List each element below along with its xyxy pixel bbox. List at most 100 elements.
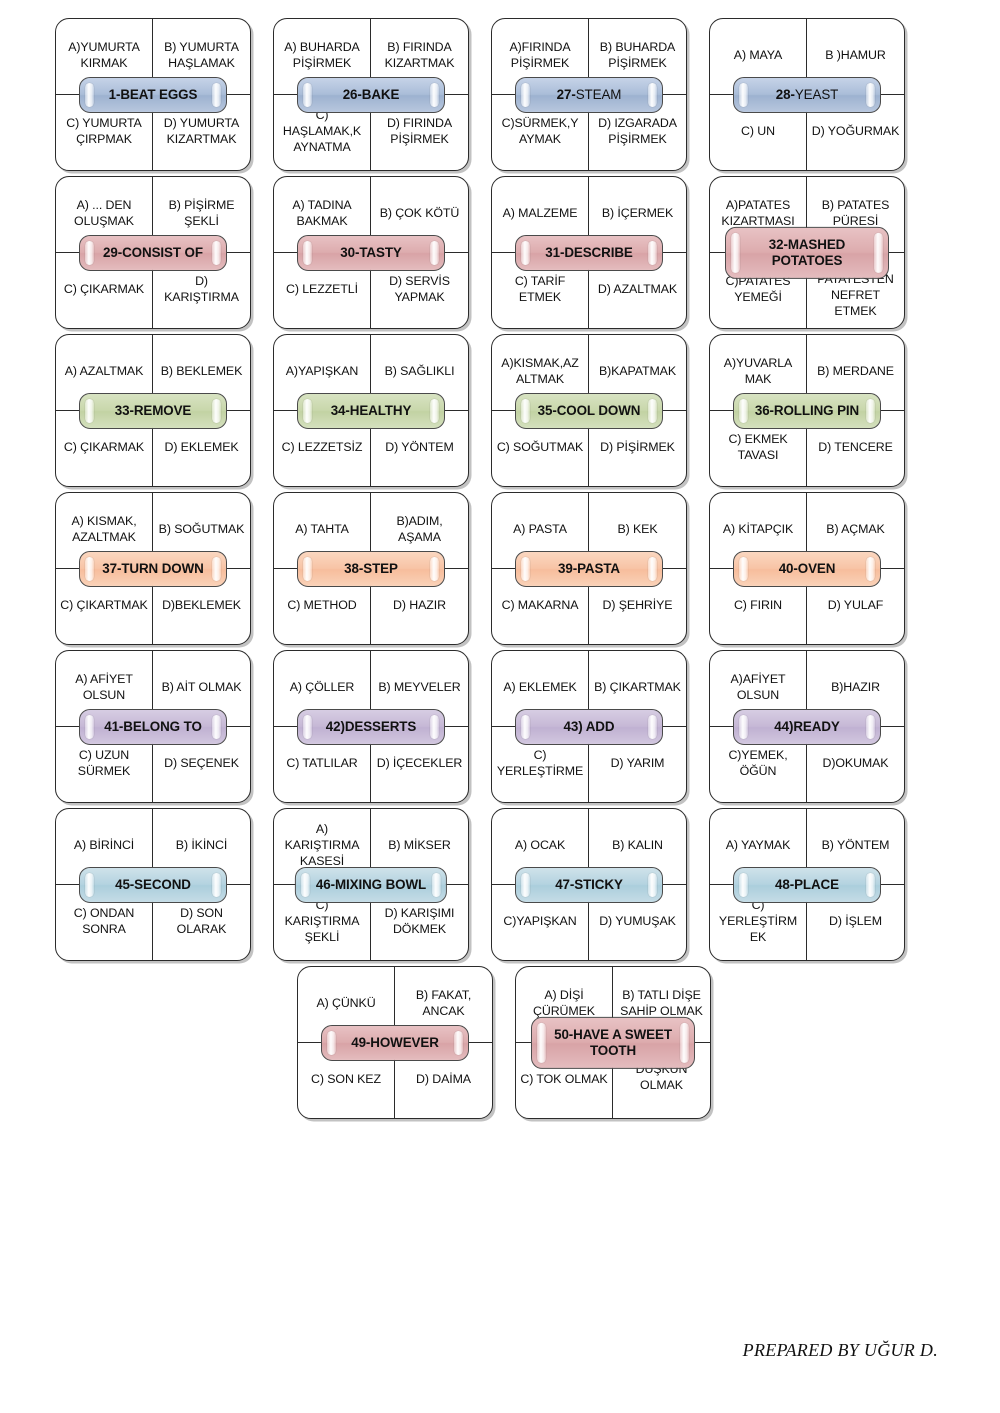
answer-option-c[interactable]: C) YERLEŞTİRME — [492, 726, 589, 802]
answer-option-d[interactable]: D) KARIŞIMI DÖKMEK — [371, 885, 468, 961]
vocab-card[interactable]: A) TAHTA B)ADIM, AŞAMA C) METHOD D) HAZIR 38… — [273, 492, 469, 645]
term-banner[interactable]: 38-STEP — [297, 550, 445, 587]
answer-option-d[interactable]: D) İÇECEKLER — [371, 727, 468, 803]
term-banner[interactable]: 27-STEAM — [515, 76, 663, 113]
term-banner[interactable]: 43) ADD — [515, 708, 663, 745]
answer-option-c[interactable]: C)YEMEK, ÖĞÜN — [710, 726, 807, 802]
answer-option-d[interactable]: D) HAZIR — [371, 569, 468, 645]
answer-option-d[interactable]: D) AZALTMAK — [589, 253, 686, 329]
term-banner[interactable]: 39-PASTA — [515, 550, 663, 587]
vocab-card[interactable]: A)AFİYET OLSUN B)HAZIR C)YEMEK, ÖĞÜN D)OKUM… — [709, 650, 905, 803]
term-banner[interactable]: 35-COOL DOWN — [515, 392, 663, 429]
answer-option-d[interactable]: D) ŞEHRİYE — [589, 569, 686, 645]
answer-option-c[interactable]: C) ÇIKARTMAK — [56, 568, 153, 644]
term-banner[interactable]: 47-STICKY — [515, 866, 663, 903]
term-banner[interactable]: 32-MASHED POTATOES — [725, 226, 889, 279]
term-banner[interactable]: 49-HOWEVER — [321, 1024, 469, 1061]
vocab-card[interactable]: A) BİRİNCİ B) İKİNCİ C) ONDAN SONRA D) SON … — [55, 808, 251, 961]
answer-option-c[interactable]: C) MAKARNA — [492, 568, 589, 644]
answer-option-d[interactable]: D) TENCERE — [807, 411, 904, 487]
answer-option-b[interactable]: B) PİŞİRME ŞEKLİ — [153, 177, 250, 253]
vocab-card[interactable]: A) ... DEN OLUŞMAK B) PİŞİRME ŞEKLİ C) ÇIK… — [55, 176, 251, 329]
term-banner[interactable]: 45-SECOND — [79, 866, 227, 903]
term-banner[interactable]: 40-OVEN — [733, 550, 881, 587]
term-banner[interactable]: 33-REMOVE — [79, 392, 227, 429]
vocab-card[interactable]: A) TADINA BAKMAK B) ÇOK KÖTÜ C) LEZZETLİ D)… — [273, 176, 469, 329]
answer-option-a[interactable]: A) BUHARDA PİŞİRMEK — [274, 19, 371, 95]
term-banner[interactable]: 37-TURN DOWN — [79, 550, 227, 587]
answer-option-d[interactable]: D) PİŞİRMEK — [589, 411, 686, 487]
vocab-card[interactable]: A) KISMAK, AZALTMAK B) SOĞUTMAK C) ÇIKARTM… — [55, 492, 251, 645]
answer-option-c[interactable]: C) KARIŞTIRMA ŞEKLİ — [274, 884, 371, 960]
vocab-card[interactable]: A) ÇÜNKÜ B) FAKAT, ANCAK C) SON KEZ D) DAİM… — [297, 966, 493, 1119]
answer-option-d[interactable]: D)OKUMAK — [807, 727, 904, 803]
answer-option-a[interactable]: A) TADINA BAKMAK — [274, 177, 371, 253]
vocab-card[interactable]: A) MAYA B )HAMUR C) UN D) YOĞURMAK 28-YEAST — [709, 18, 905, 171]
vocab-card[interactable]: A) MALZEME B) İÇERMEK C) TARİF ETMEK D) AZA… — [491, 176, 687, 329]
answer-option-d[interactable]: D) EKLEMEK — [153, 411, 250, 487]
answer-option-c[interactable]: C) TARİF ETMEK — [492, 252, 589, 328]
answer-option-c[interactable]: C) HAŞLAMAK,K AYNATMA — [274, 94, 371, 170]
answer-option-c[interactable]: C) YUMURTA ÇIRPMAK — [56, 94, 153, 170]
answer-option-c[interactable]: C) UN — [710, 94, 807, 170]
answer-option-d[interactable]: D) İŞLEM — [807, 885, 904, 961]
answer-option-d[interactable]: D) YULAF — [807, 569, 904, 645]
answer-option-d[interactable]: D) YÖNTEM — [371, 411, 468, 487]
term-banner[interactable]: 48-PLACE — [733, 866, 881, 903]
vocab-card[interactable]: A) PASTA B) KEK C) MAKARNA D) ŞEHRİYE 39-PAS… — [491, 492, 687, 645]
term-banner[interactable]: 42)DESSERTS — [297, 708, 445, 745]
answer-option-d[interactable]: D) YUMUŞAK — [589, 885, 686, 961]
answer-option-d[interactable]: D) YOĞURMAK — [807, 95, 904, 171]
vocab-card[interactable]: A)PATATES KIZARTMASI B) PATATES PÜRESİ C)P… — [709, 176, 905, 329]
vocab-card[interactable]: A) KARIŞTIRMA KASESİ B) MİKSER C) KARIŞTIR… — [273, 808, 469, 961]
answer-option-a[interactable]: A) ... DEN OLUŞMAK — [56, 177, 153, 253]
vocab-card[interactable]: A)FIRINDA PİŞİRMEK B) BUHARDA PİŞİRMEK C)S… — [491, 18, 687, 171]
vocab-card[interactable]: A) AFİYET OLSUN B) AİT OLMAK C) UZUN SÜRME… — [55, 650, 251, 803]
answer-option-c[interactable]: C) ONDAN SONRA — [56, 884, 153, 960]
answer-option-c[interactable]: C) ÇIKARMAK — [56, 410, 153, 486]
answer-option-a[interactable]: A)YUVARLA MAK — [710, 335, 807, 411]
term-banner[interactable]: 28-YEAST — [733, 76, 881, 113]
answer-option-c[interactable]: C) METHOD — [274, 568, 371, 644]
vocab-card[interactable]: A) EKLEMEK B) ÇIKARTMAK C) YERLEŞTİRME D) Y… — [491, 650, 687, 803]
answer-option-d[interactable]: D) YUMURTA KIZARTMAK — [153, 95, 250, 171]
vocab-card[interactable]: A) AZALTMAK B) BEKLEMEK C) ÇIKARMAK D) EKLE… — [55, 334, 251, 487]
answer-option-d[interactable]: D) DAİMA — [395, 1043, 492, 1119]
term-banner[interactable]: 46-MIXING BOWL — [294, 866, 448, 903]
vocab-card[interactable]: A) ÇÖLLER B) MEYVELER C) TATLILAR D) İÇECEK… — [273, 650, 469, 803]
answer-option-a[interactable]: A) KISMAK, AZALTMAK — [56, 493, 153, 569]
answer-option-d[interactable]: D) SEÇENEK — [153, 727, 250, 803]
term-banner[interactable]: 29-CONSIST OF — [79, 234, 227, 271]
answer-option-d[interactable]: D) SERVİS YAPMAK — [371, 253, 468, 329]
answer-option-c[interactable]: C) FIRIN — [710, 568, 807, 644]
answer-option-d[interactable]: D)BEKLEMEK — [153, 569, 250, 645]
answer-option-d[interactable]: D) IZGARADA PİŞİRMEK — [589, 95, 686, 171]
answer-option-c[interactable]: C) TOK OLMAK — [516, 1042, 613, 1118]
vocab-card[interactable]: A)KISMAK,AZ ALTMAK B)KAPATMAK C) SOĞUTMAK D… — [491, 334, 687, 487]
answer-option-c[interactable]: C) EKMEK TAVASI — [710, 410, 807, 486]
vocab-card[interactable]: A) DİŞİ ÇÜRÜMEK B) TATLI DİŞE SAHİP OLMAK… — [515, 966, 711, 1119]
vocab-card[interactable]: A)YAPIŞKAN B) SAĞLIKLI C) LEZZETSİZ D) YÖNT… — [273, 334, 469, 487]
answer-option-c[interactable]: C) YERLEŞTİRM EK — [710, 884, 807, 960]
answer-option-c[interactable]: C)SÜRMEK,Y AYMAK — [492, 94, 589, 170]
term-banner[interactable]: 26-BAKE — [297, 76, 445, 113]
term-banner[interactable]: 36-ROLLING PIN — [733, 392, 881, 429]
answer-option-b[interactable]: B) BUHARDA PİŞİRMEK — [589, 19, 686, 95]
answer-option-d[interactable]: D) KARIŞTIRMA — [153, 253, 250, 329]
term-banner[interactable]: 1-BEAT EGGS — [79, 76, 227, 113]
answer-option-c[interactable]: C) SON KEZ — [298, 1042, 395, 1118]
term-banner[interactable]: 44)READY — [733, 708, 881, 745]
term-banner[interactable]: 41-BELONG TO — [79, 708, 227, 745]
answer-option-c[interactable]: C) LEZZETSİZ — [274, 410, 371, 486]
answer-option-c[interactable]: C) TATLILAR — [274, 726, 371, 802]
vocab-card[interactable]: A) YAYMAK B) YÖNTEM C) YERLEŞTİRM EK D) İŞL… — [709, 808, 905, 961]
term-banner[interactable]: 34-HEALTHY — [297, 392, 445, 429]
answer-option-d[interactable]: D) SON OLARAK — [153, 885, 250, 961]
answer-option-a[interactable]: A) KARIŞTIRMA KASESİ — [274, 809, 371, 885]
vocab-card[interactable]: A) OCAK B) KALIN C)YAPIŞKAN D) YUMUŞAK 47-ST… — [491, 808, 687, 961]
vocab-card[interactable]: A) BUHARDA PİŞİRMEK B) FIRINDA KIZARTMAK C… — [273, 18, 469, 171]
answer-option-c[interactable]: C)YAPIŞKAN — [492, 884, 589, 960]
answer-option-c[interactable]: C) ÇIKARMAK — [56, 252, 153, 328]
term-banner[interactable]: 50-HAVE A SWEET TOOTH — [531, 1016, 695, 1069]
term-banner[interactable]: 30-TASTY — [297, 234, 445, 271]
